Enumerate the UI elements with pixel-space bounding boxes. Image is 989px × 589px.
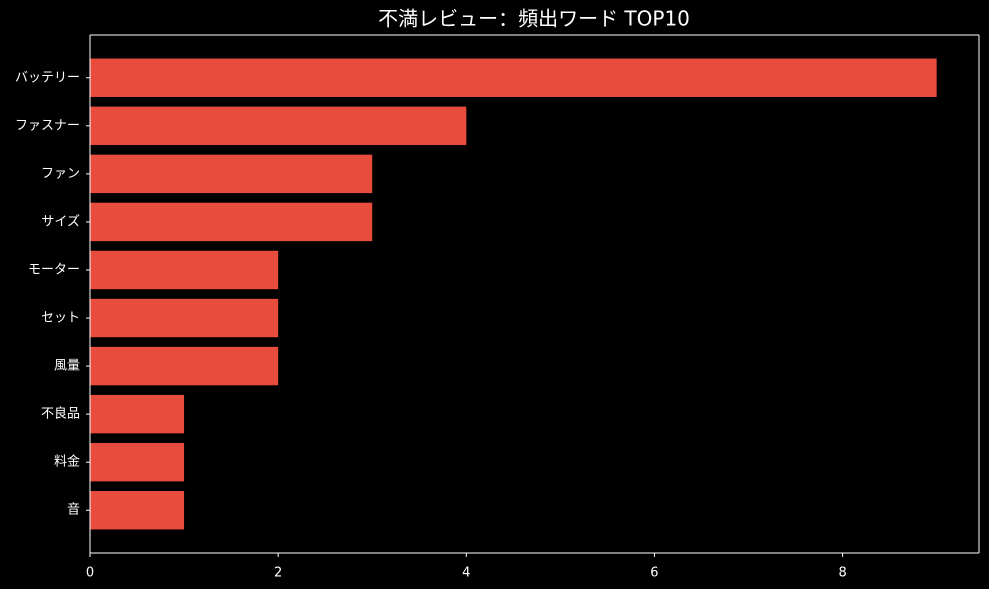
bar (90, 202, 373, 242)
y-tick-label: ファスナー (15, 118, 80, 133)
y-tick-label: ファン (41, 166, 80, 181)
x-tick-label: 4 (462, 566, 470, 581)
y-tick-label: 風量 (54, 359, 80, 374)
bar (90, 394, 185, 434)
y-tick-label: バッテリー (15, 70, 80, 85)
bar (90, 442, 185, 482)
x-tick-label: 0 (86, 566, 94, 581)
chart-title: 不満レビュー：頻出ワード TOP10 (378, 7, 690, 31)
bar (90, 58, 937, 97)
x-tick-label: 6 (650, 566, 658, 581)
y-tick-label: 料金 (54, 454, 80, 470)
bar (90, 154, 373, 194)
bar (90, 106, 467, 146)
y-tick-label: セット (41, 311, 80, 326)
y-tick-label: 不良品 (41, 406, 80, 422)
bar (90, 298, 279, 338)
y-tick-label: 音 (67, 502, 80, 518)
bar (90, 250, 279, 290)
bar (90, 346, 279, 386)
x-tick-label: 8 (838, 566, 846, 581)
x-tick-label: 2 (274, 566, 282, 581)
y-tick-label: サイズ (41, 213, 80, 229)
bar (90, 491, 185, 530)
y-tick-label: モーター (28, 262, 80, 277)
